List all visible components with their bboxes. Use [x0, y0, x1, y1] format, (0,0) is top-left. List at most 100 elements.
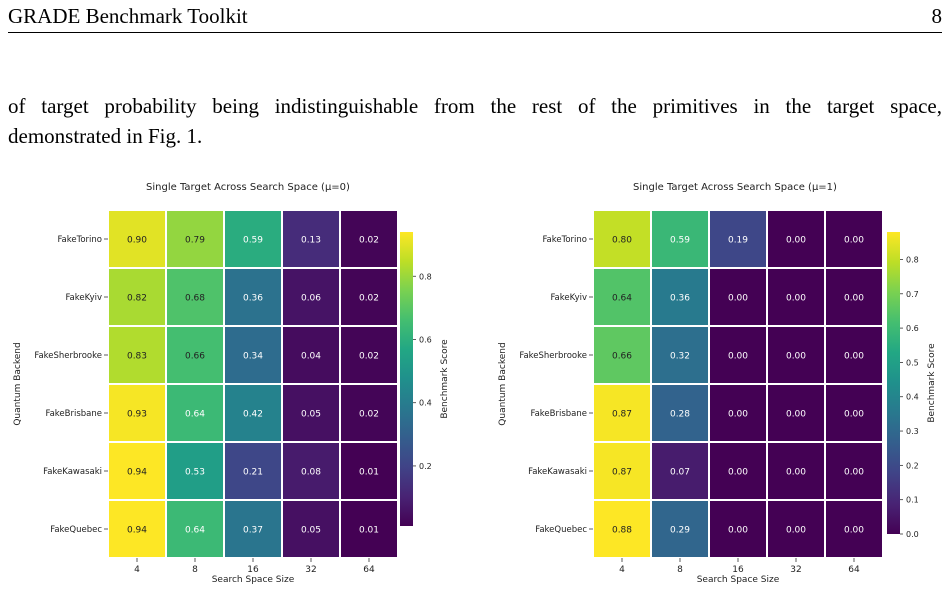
heatmap-cell [708, 267, 768, 327]
cell-value-label: 0.90 [127, 236, 147, 246]
cell-value-label: 0.79 [185, 236, 205, 246]
y-tick-label: FakeTorino [542, 235, 587, 245]
y-tick-label: FakeSherbrooke [519, 351, 587, 361]
cell-value-label: 0.13 [301, 236, 321, 246]
heatmap-figure: Single Target Across Search Space (μ=0) 0… [13, 182, 937, 585]
page-number: 8 [931, 4, 943, 28]
cell-value-label: 0.06 [301, 294, 321, 304]
cell-value-label: 0.64 [612, 294, 632, 304]
cell-value-label: 0.00 [786, 410, 806, 420]
heatmap-cell [708, 325, 768, 385]
heatmap-cell [165, 383, 225, 443]
cell-value-label: 0.19 [728, 236, 748, 246]
cell-value-label: 0.07 [670, 468, 690, 478]
heatmap-cell [708, 209, 768, 269]
x-tick-label: 64 [848, 565, 860, 575]
heatmap-cell [281, 325, 341, 385]
cell-value-label: 0.02 [359, 236, 379, 246]
cell-value-label: 0.00 [844, 410, 864, 420]
running-header: GRADE Benchmark Toolkit 8 [8, 0, 942, 33]
paragraph-line-2: demonstrated in Fig. 1. [8, 124, 203, 148]
cell-value-label: 0.87 [612, 410, 632, 420]
y-tick-label: FakeQuebec [50, 525, 102, 535]
heatmap-cell [824, 209, 884, 269]
y-axis-label: Quantum Backend [13, 342, 23, 425]
cell-value-label: 0.00 [844, 468, 864, 478]
x-tick-label: 32 [305, 565, 316, 575]
colorbar-tick-label: 0.5 [906, 358, 919, 367]
cell-value-label: 0.88 [612, 526, 632, 536]
cell-value-label: 0.00 [728, 526, 748, 536]
heatmap-cell [592, 325, 652, 385]
colorbar-tick-label: 0.6 [906, 324, 919, 333]
cell-value-label: 0.00 [728, 294, 748, 304]
cell-value-label: 0.80 [612, 236, 632, 246]
cell-value-label: 0.00 [728, 410, 748, 420]
chart-title: Single Target Across Search Space (μ=0) [146, 182, 350, 193]
heatmap-cell [650, 209, 710, 269]
cell-value-label: 0.42 [243, 410, 263, 420]
y-tick-label: FakeKawasaki [43, 467, 102, 477]
y-axis-label: Quantum Backend [498, 342, 508, 425]
x-tick-label: 32 [790, 565, 801, 575]
heatmap-cell [223, 267, 283, 327]
colorbar-tick-label: 0.3 [906, 427, 919, 436]
y-tick-label: FakeKyiv [65, 293, 102, 303]
heatmap-cell [165, 441, 225, 501]
heatmap-cell [824, 383, 884, 443]
cell-value-label: 0.32 [670, 352, 690, 362]
heatmap-cell [650, 499, 710, 559]
cell-value-label: 0.36 [670, 294, 690, 304]
heatmap-cell [339, 499, 399, 559]
cell-value-label: 0.64 [185, 410, 205, 420]
colorbar [400, 232, 413, 526]
heatmap-cell [824, 267, 884, 327]
cell-value-label: 0.66 [185, 352, 205, 362]
cell-value-label: 0.68 [185, 294, 205, 304]
y-tick-label: FakeKawasaki [528, 467, 587, 477]
body-paragraph: of target probability being indistinguis… [8, 91, 942, 151]
cell-value-label: 0.00 [728, 468, 748, 478]
colorbar-tick-label: 0.4 [419, 399, 432, 408]
colorbar-tick-label: 0.0 [906, 530, 919, 539]
cell-value-label: 0.94 [127, 468, 147, 478]
cell-value-label: 0.00 [786, 352, 806, 362]
cell-value-label: 0.34 [243, 352, 263, 362]
cell-value-label: 0.08 [301, 468, 321, 478]
colorbar [887, 232, 900, 534]
cell-value-label: 0.00 [786, 468, 806, 478]
cell-value-label: 0.00 [844, 526, 864, 536]
heatmap-cell [708, 441, 768, 501]
heatmap-cell [824, 499, 884, 559]
cell-value-label: 0.02 [359, 294, 379, 304]
y-tick-label: FakeQuebec [535, 525, 587, 535]
colorbar-tick-label: 0.8 [419, 272, 432, 281]
x-tick-label: 16 [247, 565, 259, 575]
colorbar-label: Benchmark Score [440, 339, 450, 419]
cell-value-label: 0.04 [301, 352, 321, 362]
cell-value-label: 0.00 [786, 236, 806, 246]
heatmap-cell [708, 499, 768, 559]
heatmap-cell [339, 383, 399, 443]
cell-value-label: 0.59 [670, 236, 690, 246]
x-tick-label: 8 [677, 565, 683, 575]
x-tick-label: 4 [134, 565, 140, 575]
heatmap-cell [824, 325, 884, 385]
cell-value-label: 0.83 [127, 352, 147, 362]
cell-value-label: 0.87 [612, 468, 632, 478]
cell-value-label: 0.05 [301, 526, 321, 536]
x-tick-label: 16 [732, 565, 744, 575]
x-tick-label: 64 [363, 565, 375, 575]
cell-value-label: 0.01 [359, 468, 379, 478]
chart-title: Single Target Across Search Space (μ=1) [633, 182, 837, 193]
cell-value-label: 0.00 [844, 294, 864, 304]
cell-value-label: 0.66 [612, 352, 632, 362]
cell-value-label: 0.02 [359, 410, 379, 420]
y-tick-label: FakeSherbrooke [34, 351, 102, 361]
y-tick-label: FakeTorino [57, 235, 102, 245]
heatmap-cell [766, 441, 826, 501]
x-tick-label: 8 [192, 565, 198, 575]
cell-value-label: 0.01 [359, 526, 379, 536]
heatmap-cell [281, 383, 341, 443]
figure-1: Single Target Across Search Space (μ=0) 0… [0, 170, 950, 591]
